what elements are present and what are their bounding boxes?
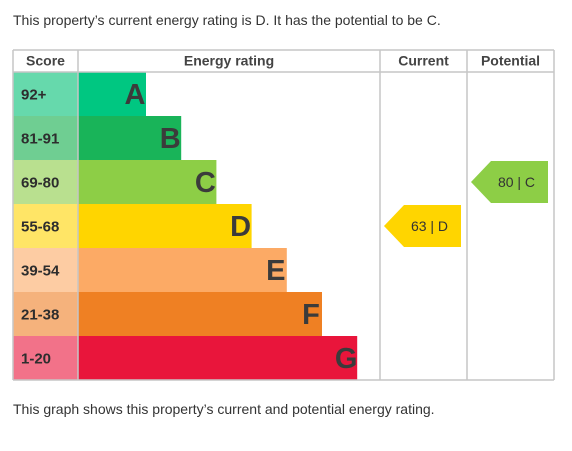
potential-rating-arrow: [471, 161, 548, 203]
score-cell-g: [13, 336, 78, 380]
rating-bar-c: [78, 160, 217, 204]
rating-bar-g: [78, 336, 358, 380]
rating-bar-a: [78, 72, 146, 116]
score-cell-f: [13, 292, 78, 336]
potential-rating-label: 80 | C: [498, 174, 535, 190]
rating-letter-a: A: [125, 79, 146, 111]
score-range-e: 39-54: [21, 263, 60, 280]
current-rating-label: 63 | D: [411, 218, 448, 234]
score-range-b: 81-91: [21, 131, 59, 148]
score-range-g: 1-20: [21, 351, 51, 368]
rating-bar-d: [78, 204, 252, 248]
score-cell-e: [13, 248, 78, 292]
score-cell-d: [13, 204, 78, 248]
score-range-d: 55-68: [21, 219, 59, 236]
score-cell-c: [13, 160, 78, 204]
header-current: Current: [398, 53, 449, 69]
rating-letter-g: G: [335, 343, 358, 375]
header-score: Score: [26, 53, 65, 69]
score-range-a: 92+: [21, 87, 47, 104]
rating-letter-c: C: [195, 167, 216, 199]
rating-letter-f: F: [302, 299, 320, 331]
intro-text: This property’s current energy rating is…: [13, 12, 441, 28]
header-energy-rating: Energy rating: [184, 53, 274, 69]
rating-letter-e: E: [266, 255, 285, 287]
current-rating-arrow: [384, 205, 461, 247]
score-cell-b: [13, 116, 78, 160]
score-cell-a: [13, 72, 78, 116]
rating-letter-d: D: [230, 211, 251, 243]
score-range-f: 21-38: [21, 307, 59, 324]
chart-caption: This graph shows this property’s current…: [13, 401, 435, 417]
rating-letter-b: B: [160, 123, 181, 155]
rating-bar-e: [78, 248, 287, 292]
header-potential: Potential: [481, 53, 540, 69]
rating-bar-b: [78, 116, 182, 160]
rating-bar-f: [78, 292, 322, 336]
score-range-c: 69-80: [21, 175, 59, 192]
